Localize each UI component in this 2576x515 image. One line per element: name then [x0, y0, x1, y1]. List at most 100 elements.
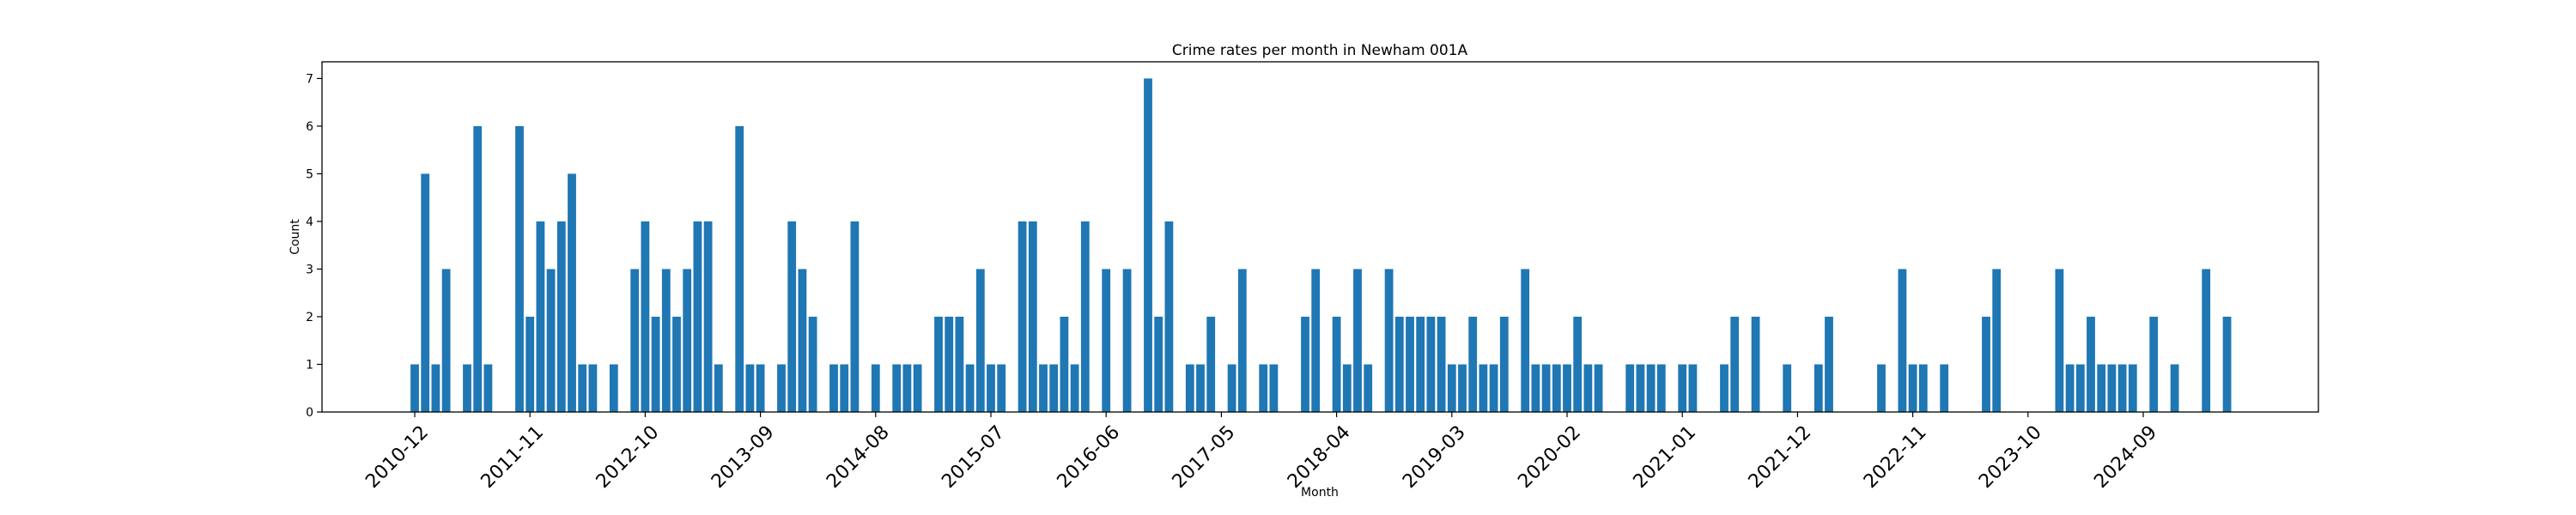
- bar-2016-12: [1164, 221, 1174, 412]
- x-tick-label: 2017-05: [1169, 421, 1240, 493]
- bar-2022-12: [1918, 364, 1928, 412]
- bar-2016-08: [1122, 269, 1132, 412]
- bar-2012-02: [556, 221, 566, 412]
- bar-2019-06: [1479, 364, 1488, 412]
- bar-2022-10: [1898, 269, 1907, 412]
- x-axis: 2010-12 2011-11 2012-10 2013-09 2014-08 2015-…: [361, 412, 2161, 493]
- bar-2024-02: [2065, 364, 2075, 412]
- bar-2020-04: [1583, 364, 1593, 412]
- y-tick-label: 3: [306, 263, 313, 276]
- bar-2022-08: [1877, 364, 1886, 412]
- bar-2014-12: [913, 364, 922, 412]
- bar-2011-06: [473, 125, 483, 412]
- bar-2021-11: [1783, 364, 1792, 412]
- bar-2011-12: [536, 221, 545, 412]
- y-axis-label: Count: [289, 219, 302, 255]
- bar-2011-11: [526, 316, 535, 412]
- bar-2014-01: [798, 269, 807, 412]
- bar-2013-05: [714, 364, 723, 412]
- x-tick-label: 2021-12: [1745, 421, 1816, 493]
- bar-2012-03: [568, 173, 576, 412]
- bar-2011-02: [431, 364, 440, 412]
- bar-2018-05: [1342, 364, 1352, 412]
- x-tick-label: 2022-11: [1860, 421, 1931, 493]
- bar-2014-10: [892, 364, 902, 412]
- bar-2022-03: [1825, 316, 1833, 412]
- bar-2015-11: [1028, 221, 1037, 412]
- bar-2010-12: [410, 364, 419, 412]
- bar-2023-06: [1982, 316, 1990, 412]
- bar-2015-07: [987, 364, 995, 412]
- x-tick-label: 2020-02: [1514, 421, 1585, 493]
- bar-2011-03: [441, 269, 451, 412]
- bar-2014-11: [902, 364, 912, 412]
- x-tick-label: 2018-04: [1284, 421, 1355, 493]
- y-tick-label: 7: [306, 72, 313, 86]
- bar-2024-07: [2117, 364, 2127, 412]
- bar-2013-02: [683, 269, 692, 412]
- bar-2021-06: [1730, 316, 1740, 412]
- bar-2011-10: [515, 125, 524, 412]
- bar-2014-04: [829, 364, 838, 412]
- x-axis-label: Month: [1301, 486, 1339, 500]
- x-tick-label: 2024-09: [2090, 421, 2161, 493]
- bar-2018-02: [1311, 269, 1321, 412]
- bar-2024-06: [2107, 364, 2117, 412]
- bar-2024-10: [2149, 316, 2159, 412]
- bar-2013-04: [703, 221, 713, 412]
- x-tick-label: 2014-08: [823, 421, 894, 493]
- y-tick-label: 5: [306, 167, 313, 181]
- bar-2024-08: [2128, 364, 2137, 412]
- bar-2025-03: [2202, 269, 2211, 412]
- bar-2018-12: [1416, 316, 1425, 412]
- bar-2013-12: [787, 221, 797, 412]
- bar-2022-02: [1814, 364, 1823, 412]
- bar-2022-11: [1908, 364, 1917, 412]
- y-tick-label: 4: [306, 215, 313, 229]
- x-tick-label: 2023-10: [1975, 421, 2046, 493]
- bar-2024-05: [2097, 364, 2106, 412]
- bar-2018-01: [1301, 316, 1309, 412]
- bar-2015-03: [945, 316, 954, 412]
- bar-2020-08: [1625, 364, 1635, 412]
- bar-2014-06: [850, 221, 860, 412]
- bar-2012-04: [578, 364, 587, 412]
- bar-2019-05: [1468, 316, 1478, 412]
- bar-2015-02: [934, 316, 943, 412]
- bar-2015-12: [1039, 364, 1048, 412]
- bar-2017-03: [1196, 364, 1205, 412]
- bar-2018-07: [1364, 364, 1373, 412]
- bar-2015-08: [997, 364, 1006, 412]
- bar-2011-01: [421, 173, 430, 412]
- bar-2011-05: [463, 364, 471, 412]
- x-tick-label: 2013-09: [708, 421, 779, 493]
- bar-2018-04: [1332, 316, 1341, 412]
- bar-2019-11: [1531, 364, 1540, 412]
- bar-2015-10: [1018, 221, 1027, 412]
- bar-2019-02: [1437, 316, 1446, 412]
- bar-2017-02: [1185, 364, 1194, 412]
- bar-2014-05: [840, 364, 849, 412]
- bar-2017-10: [1269, 364, 1279, 412]
- bar-2020-01: [1552, 364, 1561, 412]
- bar-2023-02: [1940, 364, 1949, 412]
- x-tick-label: 2019-03: [1399, 421, 1470, 493]
- bar-2011-07: [483, 364, 493, 412]
- bar-2012-07: [609, 364, 618, 412]
- bar-2016-06: [1102, 269, 1111, 412]
- bar-2015-06: [975, 269, 985, 412]
- bar-2016-01: [1049, 364, 1059, 412]
- plot-area-frame: [321, 61, 2319, 413]
- bar-2012-01: [546, 269, 556, 412]
- bars: [410, 78, 2232, 412]
- bar-2019-07: [1489, 364, 1498, 412]
- bar-2025-05: [2222, 316, 2232, 412]
- bar-2017-07: [1237, 269, 1247, 412]
- bar-2021-01: [1678, 364, 1687, 412]
- bar-2020-11: [1656, 364, 1666, 412]
- bar-2017-06: [1227, 364, 1236, 412]
- bar-2019-10: [1521, 269, 1530, 412]
- bar-2018-06: [1353, 269, 1362, 412]
- bar-2013-07: [735, 125, 744, 412]
